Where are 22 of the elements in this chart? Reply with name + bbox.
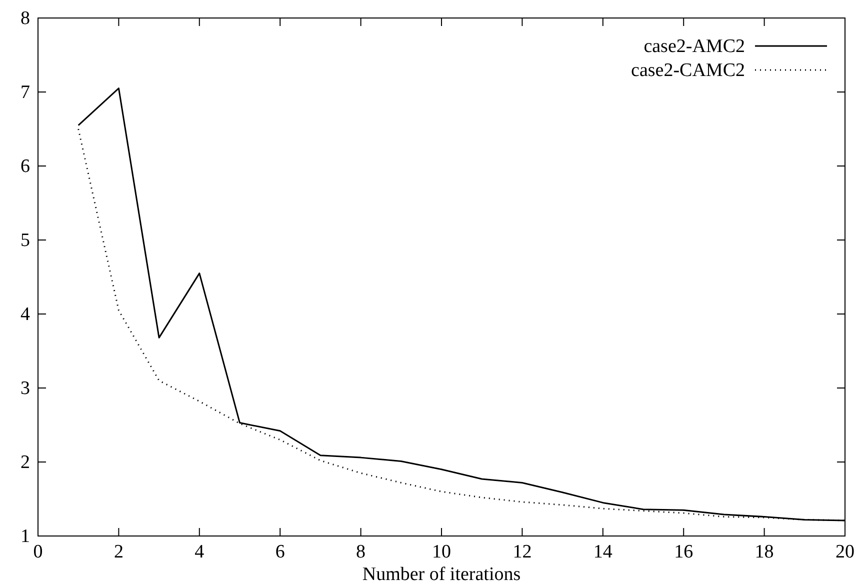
y-tick-label: 8 [20, 8, 30, 30]
y-tick-label: 6 [20, 156, 30, 178]
y-tick-label: 1 [20, 526, 30, 548]
x-axis-title: Number of iterations [362, 564, 521, 584]
y-tick-label: 2 [20, 452, 30, 474]
x-tick-label: 18 [754, 541, 774, 562]
y-tick-label: 7 [20, 82, 30, 104]
y-tick-label: 3 [20, 378, 30, 400]
x-tick-label: 20 [836, 541, 854, 562]
x-tick-label: 0 [33, 541, 43, 562]
x-tick-label: 14 [593, 541, 613, 562]
x-tick-label: 2 [114, 541, 124, 562]
x-tick-label: 6 [275, 541, 285, 562]
legend-label: case2-CAMC2 [631, 60, 745, 81]
legend-label: case2-AMC2 [644, 36, 745, 57]
x-tick-label: 4 [194, 541, 205, 562]
x-tick-label: 8 [356, 541, 366, 562]
y-tick-label: 5 [20, 230, 30, 252]
x-tick-label: 12 [512, 541, 532, 562]
x-tick-label: 16 [674, 541, 694, 562]
x-tick-label: 10 [432, 541, 451, 562]
y-tick-label: 4 [20, 304, 30, 326]
